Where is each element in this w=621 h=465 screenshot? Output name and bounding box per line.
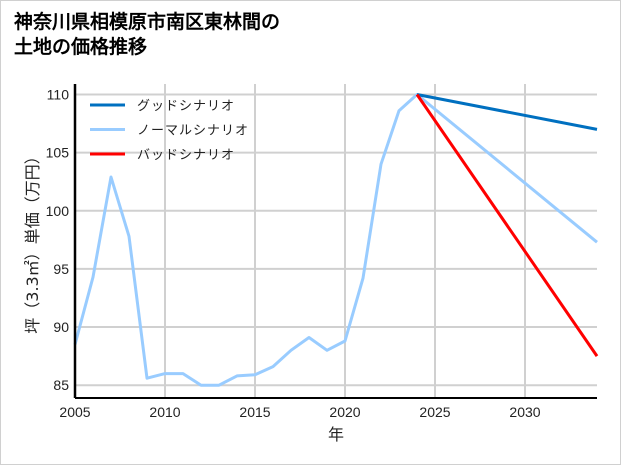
x-tick-label: 2025 bbox=[419, 404, 450, 420]
chart-title-line2: 土地の価格推移 bbox=[14, 36, 148, 58]
axes bbox=[73, 84, 597, 399]
x-tick-labels: 2005 2010 2015 2020 2025 2030 bbox=[59, 404, 540, 420]
y-tick-label: 100 bbox=[46, 203, 70, 219]
y-axis-label: 坪（3.3㎡）単価（万円） bbox=[23, 148, 42, 333]
x-tick-label: 2030 bbox=[509, 404, 540, 420]
legend-label: バッドシナリオ bbox=[137, 148, 235, 163]
x-tick-label: 2020 bbox=[329, 404, 360, 420]
x-tick-label: 2005 bbox=[59, 404, 90, 420]
chart-title-line1: 神奈川県相模原市南区東林間の bbox=[14, 11, 281, 33]
chart-title: 神奈川県相模原市南区東林間の 土地の価格推移 bbox=[14, 10, 280, 60]
series-line bbox=[73, 93, 598, 387]
series-line bbox=[415, 93, 599, 357]
y-tick-label: 90 bbox=[53, 319, 69, 335]
legend-label: グッドシナリオ bbox=[137, 99, 235, 114]
x-axis-label: 年 bbox=[328, 425, 344, 444]
data-series bbox=[73, 93, 599, 387]
series-line bbox=[416, 93, 598, 131]
legend-label: ノーマルシナリオ bbox=[137, 124, 249, 139]
y-tick-label: 95 bbox=[53, 261, 69, 277]
y-tick-label: 110 bbox=[47, 86, 70, 102]
y-tick-label: 85 bbox=[53, 377, 69, 393]
y-tick-label: 105 bbox=[46, 145, 70, 161]
x-tick-label: 2010 bbox=[149, 404, 180, 420]
x-tick-label: 2015 bbox=[239, 404, 270, 420]
y-tick-labels: 85 90 95 100 105 110 bbox=[46, 86, 70, 393]
